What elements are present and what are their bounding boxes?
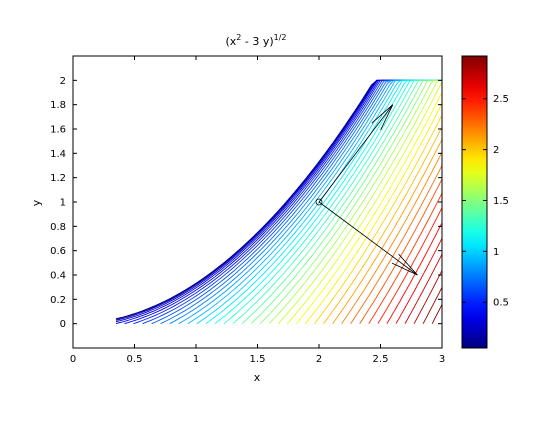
y-tick-label: 0.8: [50, 222, 66, 233]
contour-line: [205, 79, 442, 325]
contour-lines: [115, 79, 443, 325]
chart-title: (x2 - 3 y)1/2: [225, 33, 286, 48]
contour-line: [187, 79, 442, 325]
y-tick-label: 0.4: [50, 271, 66, 282]
x-tick-label: 2: [316, 354, 322, 365]
contour-line: [422, 287, 443, 324]
arrow-head: [371, 104, 394, 131]
contour-line: [350, 165, 443, 324]
contour-line: [169, 79, 442, 325]
y-tick-label: 0.2: [50, 295, 66, 306]
colorbar-tick-label: 1.5: [493, 196, 509, 207]
colorbar-ticks: 0.5 1 1.5 2 2.5: [462, 94, 509, 309]
contour-line: [232, 79, 442, 325]
x-tick-label: 3: [439, 354, 445, 365]
arrow-head: [391, 253, 418, 276]
contour-line: [332, 139, 443, 324]
contour-line: [296, 92, 443, 324]
contour-line: [395, 238, 443, 324]
contour-line: [431, 304, 443, 324]
axes-frame: [72, 55, 443, 349]
contour-line: [214, 79, 442, 325]
colorbar-tick-label: 1: [493, 247, 499, 258]
contour-line: [323, 126, 443, 324]
y-tick-label: 1.4: [50, 149, 66, 160]
contour-line: [286, 81, 443, 324]
contour-line: [341, 151, 443, 324]
y-tick-label: 1.2: [50, 173, 66, 184]
y-tick-label: 1.6: [50, 125, 66, 136]
contour-line: [259, 79, 442, 325]
y-tick-label: 2: [60, 76, 66, 87]
y-axis: 0 0.2 0.4 0.6 0.8 1 1.2 1.4 1.6 1.8 2: [50, 76, 442, 330]
contour-line: [124, 79, 442, 325]
contour-line: [305, 103, 443, 324]
contour-line: [386, 222, 443, 324]
contour-line: [250, 79, 442, 325]
x-tick-label: 1.5: [250, 354, 266, 365]
y-tick-label: 0: [60, 319, 66, 330]
contour-line: [404, 253, 443, 324]
y-tick-label: 1: [60, 198, 66, 209]
colorbar-tick-label: 2.5: [493, 94, 509, 105]
y-axis-label: y: [30, 199, 43, 206]
arrow-shaft: [318, 201, 418, 276]
x-tick-label: 2.5: [373, 354, 389, 365]
contour-line: [377, 207, 443, 324]
contour-line: [115, 79, 442, 323]
point-marker: [315, 198, 323, 206]
contour-line: [314, 114, 443, 324]
y-tick-label: 0.6: [50, 246, 66, 257]
colorbar-tick-label: 2: [493, 145, 499, 156]
y-tick-label: 1.8: [50, 100, 66, 111]
contour-line: [413, 270, 443, 324]
contour-line: [223, 79, 442, 325]
contour-line: [241, 79, 442, 325]
x-tick-label: 1: [193, 354, 199, 365]
x-axis: 0 0.5 1 1.5 2 2.5 3: [70, 56, 445, 365]
annotations: [315, 104, 418, 276]
arrow-shaft: [318, 104, 394, 203]
colorbar-tick-label: 0.5: [493, 298, 509, 309]
x-tick-label: 0.5: [127, 354, 143, 365]
x-axis-label: x: [254, 371, 261, 384]
contour-line: [268, 79, 442, 325]
contour-line: [368, 192, 443, 324]
contour-line: [277, 79, 442, 324]
colorbar: [461, 55, 488, 349]
x-tick-label: 0: [70, 354, 76, 365]
contour-line: [359, 178, 443, 324]
